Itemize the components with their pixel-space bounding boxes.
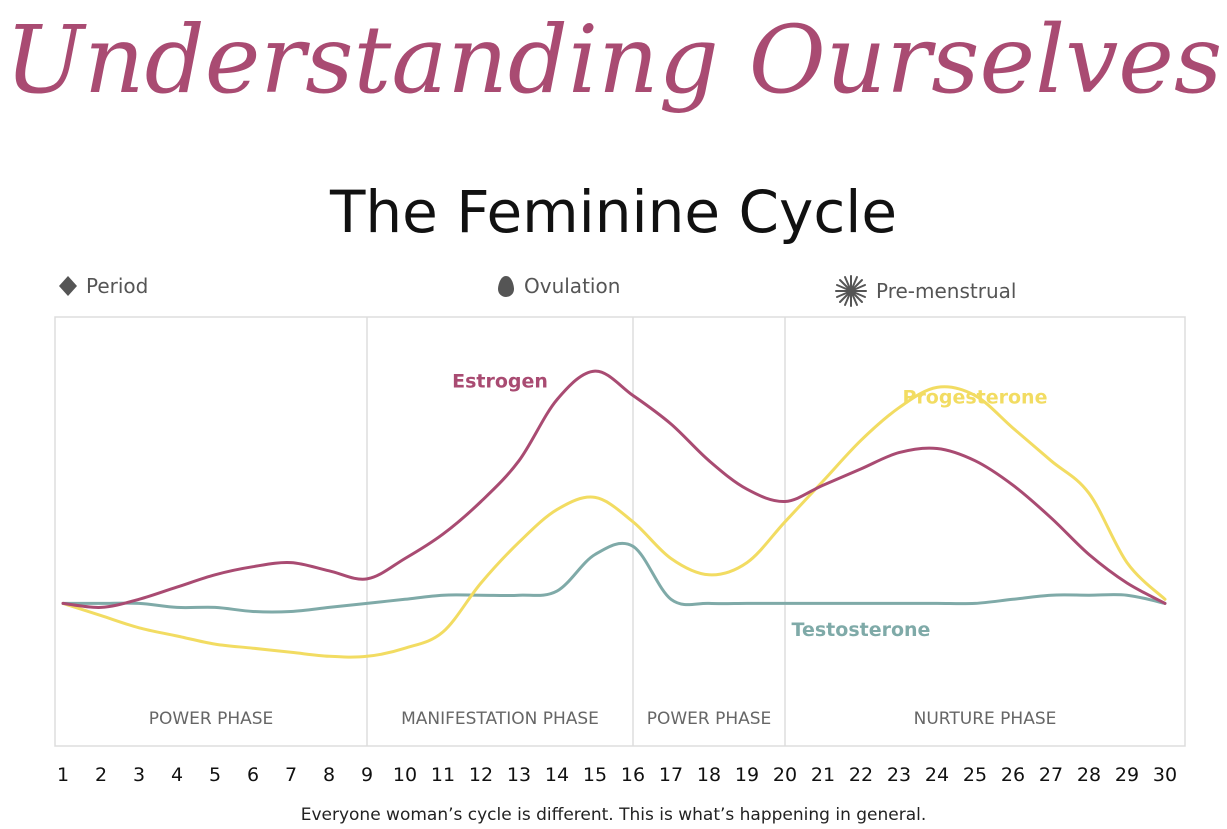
legend-ovulation-label: Ovulation xyxy=(524,274,621,298)
chart-title: The Feminine Cycle xyxy=(329,178,898,246)
x-tick-label: 30 xyxy=(1153,764,1177,786)
phase-label: POWER PHASE xyxy=(647,709,772,729)
x-tick-label: 13 xyxy=(507,764,531,786)
x-tick-label: 26 xyxy=(1001,764,1025,786)
testosterone-line xyxy=(61,541,1167,614)
x-tick-label: 16 xyxy=(621,764,645,786)
legend-period-label: Period xyxy=(86,274,149,298)
x-tick-label: 6 xyxy=(247,764,259,786)
x-tick-label: 17 xyxy=(659,764,683,786)
footnote: Everyone woman’s cycle is different. Thi… xyxy=(300,805,927,825)
phase-label: NURTURE PHASE xyxy=(914,709,1057,729)
phase-label: POWER PHASE xyxy=(149,709,274,729)
x-tick-label: 3 xyxy=(133,764,145,786)
x-tick-label: 28 xyxy=(1077,764,1101,786)
x-tick-label: 1 xyxy=(57,764,69,786)
page-title: Understanding Ourselves xyxy=(4,6,1223,115)
x-tick-label: 18 xyxy=(697,764,721,786)
x-tick-label: 8 xyxy=(323,764,335,786)
estrogen-label: Estrogen xyxy=(452,370,548,392)
x-tick-label: 15 xyxy=(583,764,607,786)
hormone-chart: POWER PHASE MANIFESTATION PHASE POWER PHAS… xyxy=(54,316,1186,786)
x-tick-label: 25 xyxy=(963,764,987,786)
x-tick-label: 20 xyxy=(773,764,797,786)
x-tick-label: 2 xyxy=(95,764,107,786)
x-tick-label: 24 xyxy=(925,764,949,786)
x-tick-label: 19 xyxy=(735,764,759,786)
legend-premenstrual-label: Pre-menstrual xyxy=(876,279,1017,303)
legend-period: Period xyxy=(58,274,148,298)
x-tick-label: 22 xyxy=(849,764,873,786)
x-tick-label: 29 xyxy=(1115,764,1139,786)
x-tick-label: 5 xyxy=(209,764,221,786)
x-tick-label: 4 xyxy=(171,764,183,786)
x-tick-label: 23 xyxy=(887,764,911,786)
starburst-icon xyxy=(835,275,867,307)
x-tick-label: 11 xyxy=(431,764,455,786)
progesterone-label: Progesterone xyxy=(903,387,1048,409)
egg-icon xyxy=(498,276,514,297)
estrogen-line xyxy=(61,369,1167,609)
x-tick-label: 7 xyxy=(285,764,297,786)
testosterone-label: Testosterone xyxy=(792,619,931,641)
x-tick-label: 9 xyxy=(361,764,373,786)
x-tick-label: 21 xyxy=(811,764,835,786)
progesterone-line xyxy=(61,385,1167,659)
legend-premenstrual: Pre-menstrual xyxy=(834,274,1016,308)
x-tick-label: 12 xyxy=(469,764,493,786)
x-tick-label: 27 xyxy=(1039,764,1063,786)
plot-frame xyxy=(54,316,1186,747)
phase-label: MANIFESTATION PHASE xyxy=(401,709,599,729)
legend-ovulation: Ovulation xyxy=(496,274,620,298)
diamond-icon xyxy=(59,276,77,296)
x-tick-label: 10 xyxy=(393,764,417,786)
x-tick-label: 14 xyxy=(545,764,569,786)
